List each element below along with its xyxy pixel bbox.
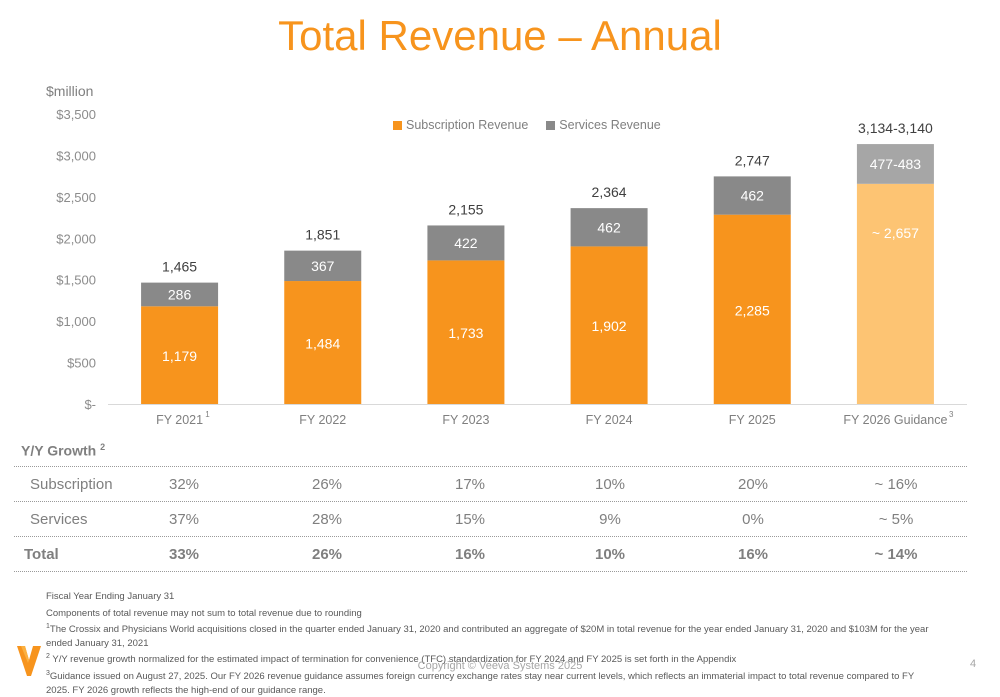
y-tick-label: $500 (67, 356, 96, 371)
revenue-bar-chart: $- $500 $1,000 $1,500 $2,000 $2,500 $3,000 $3,5… (56, 107, 967, 427)
bar-label-services: 367 (311, 258, 335, 274)
bar-label-services: 286 (168, 286, 192, 302)
growth-cell: ~ 5% (878, 510, 914, 528)
x-tick-label: FY 2022 (299, 413, 346, 427)
bar-services (284, 250, 362, 282)
growth-row-total: Total 33% 26% 16% 10% 16% ~ 14% (14, 536, 967, 572)
y-tick-label: $- (84, 397, 96, 412)
bar-services (427, 225, 505, 261)
growth-row-label: Total (24, 545, 59, 563)
bar-total-label: 3,134-3,140 (858, 120, 933, 136)
y-tick-label: $1,000 (56, 314, 96, 329)
bar-total-label: 1,465 (162, 259, 197, 275)
growth-cell: ~ 16% (874, 475, 918, 493)
x-tick-label: FY 2024 (586, 413, 633, 427)
x-tick-footnote: 3 (949, 410, 954, 419)
bar-subscription (570, 246, 648, 404)
y-tick-label: $3,500 (56, 107, 96, 122)
y-tick-label: $1,500 (56, 273, 96, 288)
growth-row-subscription: Subscription 32% 26% 17% 10% 20% ~ 16% (14, 466, 967, 501)
x-tick-label: FY 2023 (442, 413, 489, 427)
growth-cell: 20% (737, 475, 769, 493)
bar-label-subscription: 2,285 (735, 302, 770, 318)
growth-cell: 16% (454, 545, 486, 563)
bar-label-services: 462 (597, 219, 621, 235)
footnote: 2 Y/Y revenue growth normalized for the … (46, 653, 737, 666)
y-tick-label: $2,000 (56, 231, 96, 246)
growth-cell: 10% (594, 475, 626, 493)
veeva-logo-icon (17, 646, 41, 676)
footnote: Components of total revenue may not sum … (46, 607, 362, 619)
growth-title-text: Y/Y Growth (21, 442, 97, 459)
copyright-text: Copyright © Veeva Systems 2025 (417, 660, 583, 672)
growth-title-footnote: 2 (100, 442, 106, 452)
bar-services (856, 144, 934, 184)
x-tick-label: FY 2025 (729, 413, 776, 427)
bar-total-label: 2,364 (592, 184, 627, 200)
legend-swatch-subscription (393, 120, 402, 130)
growth-cell: 28% (311, 510, 343, 528)
footnotes: Fiscal Year Ending January 31 Components… (46, 587, 946, 697)
bar-label-services: 477-483 (870, 156, 922, 172)
growth-cell: 10% (594, 545, 626, 563)
growth-table: Subscription 32% 26% 17% 10% 20% ~ 16% S… (14, 466, 967, 572)
legend-label-services: Services Revenue (559, 118, 661, 132)
page-title: Total Revenue – Annual (278, 12, 722, 59)
y-tick-label: $3,000 (56, 148, 96, 163)
growth-cell: 33% (168, 545, 200, 563)
y-tick-label: $2,500 (56, 190, 96, 205)
bar-total-label: 2,155 (448, 201, 483, 217)
bar-label-subscription: 1,484 (305, 336, 340, 352)
bar-subscription (713, 214, 791, 404)
bar-label-subscription: 1,902 (592, 318, 627, 334)
bar-label-subscription: ~ 2,657 (872, 225, 919, 241)
footnote: 1The Crossix and Physicians World acquis… (46, 623, 929, 649)
growth-cell: 17% (454, 475, 486, 493)
bar-services (713, 176, 791, 215)
legend-label-subscription: Subscription Revenue (406, 118, 529, 132)
x-tick-label: FY 2021 (156, 413, 203, 427)
growth-cell: 37% (168, 510, 200, 528)
growth-cell: ~ 14% (874, 545, 918, 563)
growth-cell: 26% (311, 475, 343, 493)
x-tick-label: FY 2026 Guidance (843, 413, 947, 427)
growth-cell: 16% (737, 545, 769, 563)
x-tick-footnote: 1 (205, 410, 210, 419)
growth-row-label: Services (30, 510, 88, 528)
footnote: Fiscal Year Ending January 31 (46, 591, 175, 603)
bar-total-label: 1,851 (305, 227, 340, 243)
growth-section-title: Y/Y Growth 2 (21, 442, 105, 459)
legend-item-services: Services Revenue (546, 118, 661, 132)
bar-subscription (284, 281, 362, 404)
chart-legend: Subscription Revenue Services Revenue (393, 118, 661, 132)
bar-services (141, 282, 219, 307)
bar-label-subscription: 1,179 (162, 348, 197, 364)
growth-cell: 32% (168, 475, 200, 493)
page-number: 4 (970, 658, 977, 670)
growth-row-label: Subscription (30, 475, 113, 493)
legend-item-subscription: Subscription Revenue (393, 118, 528, 132)
bar-subscription (856, 183, 934, 404)
bar-subscription (141, 306, 219, 404)
bar-label-subscription: 1,733 (448, 325, 483, 341)
growth-row-services: Services 37% 28% 15% 9% 0% ~ 5% (14, 501, 967, 536)
growth-cell: 0% (742, 510, 764, 528)
bar-label-services: 462 (741, 188, 765, 204)
bar-services (570, 208, 648, 247)
growth-cell: 9% (599, 510, 621, 528)
bar-subscription (427, 260, 505, 404)
y-axis-unit-label: $million (46, 83, 94, 99)
growth-cell: 26% (311, 545, 343, 563)
bar-total-label: 2,747 (735, 152, 770, 168)
growth-cell: 15% (454, 510, 486, 528)
bar-label-services: 422 (454, 235, 478, 251)
legend-swatch-services (546, 120, 556, 130)
